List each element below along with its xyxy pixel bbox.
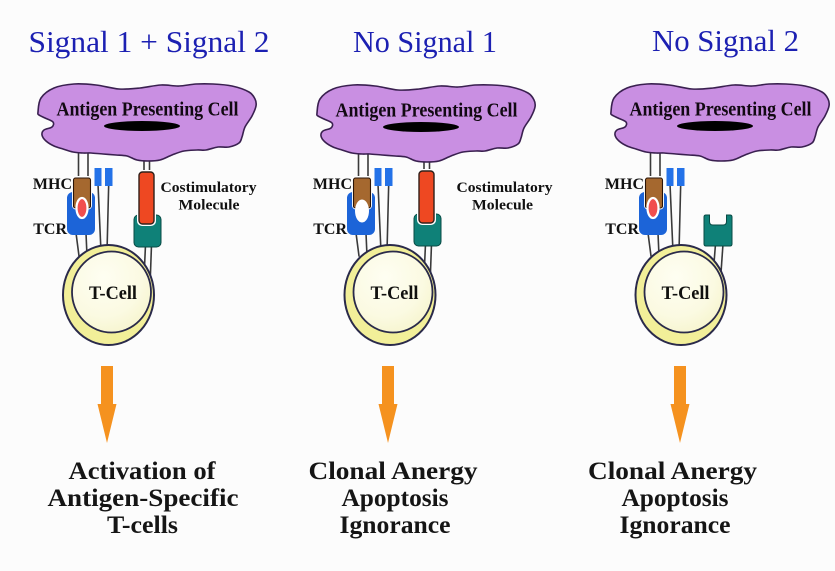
svg-text:TCR: TCR [605,221,639,238]
svg-text:Signal 1 + Signal 2: Signal 1 + Signal 2 [29,24,270,59]
svg-text:Costimulatory: Costimulatory [457,180,554,196]
svg-text:MHC: MHC [33,176,72,193]
svg-text:Costimulatory: Costimulatory [161,180,258,196]
svg-text:TCR: TCR [313,221,347,238]
svg-text:No Signal 2: No Signal 2 [652,23,799,58]
svg-text:Clonal Anergy: Clonal Anergy [588,458,758,485]
svg-text:Ignorance: Ignorance [340,512,451,539]
svg-text:Clonal Anergy: Clonal Anergy [309,458,479,485]
svg-text:Antigen-Specific: Antigen-Specific [48,485,239,512]
svg-text:MHC: MHC [605,176,644,193]
svg-text:Apoptosis: Apoptosis [622,485,729,512]
svg-text:No Signal 1: No Signal 1 [353,24,497,59]
svg-text:MHC: MHC [313,176,352,193]
svg-text:Activation of: Activation of [69,458,217,485]
svg-text:Apoptosis: Apoptosis [342,485,449,512]
svg-text:T-cells: T-cells [107,512,178,539]
svg-text:Molecule: Molecule [179,198,240,214]
svg-text:Ignorance: Ignorance [620,512,731,539]
svg-text:Molecule: Molecule [472,198,533,214]
svg-text:TCR: TCR [33,221,67,238]
